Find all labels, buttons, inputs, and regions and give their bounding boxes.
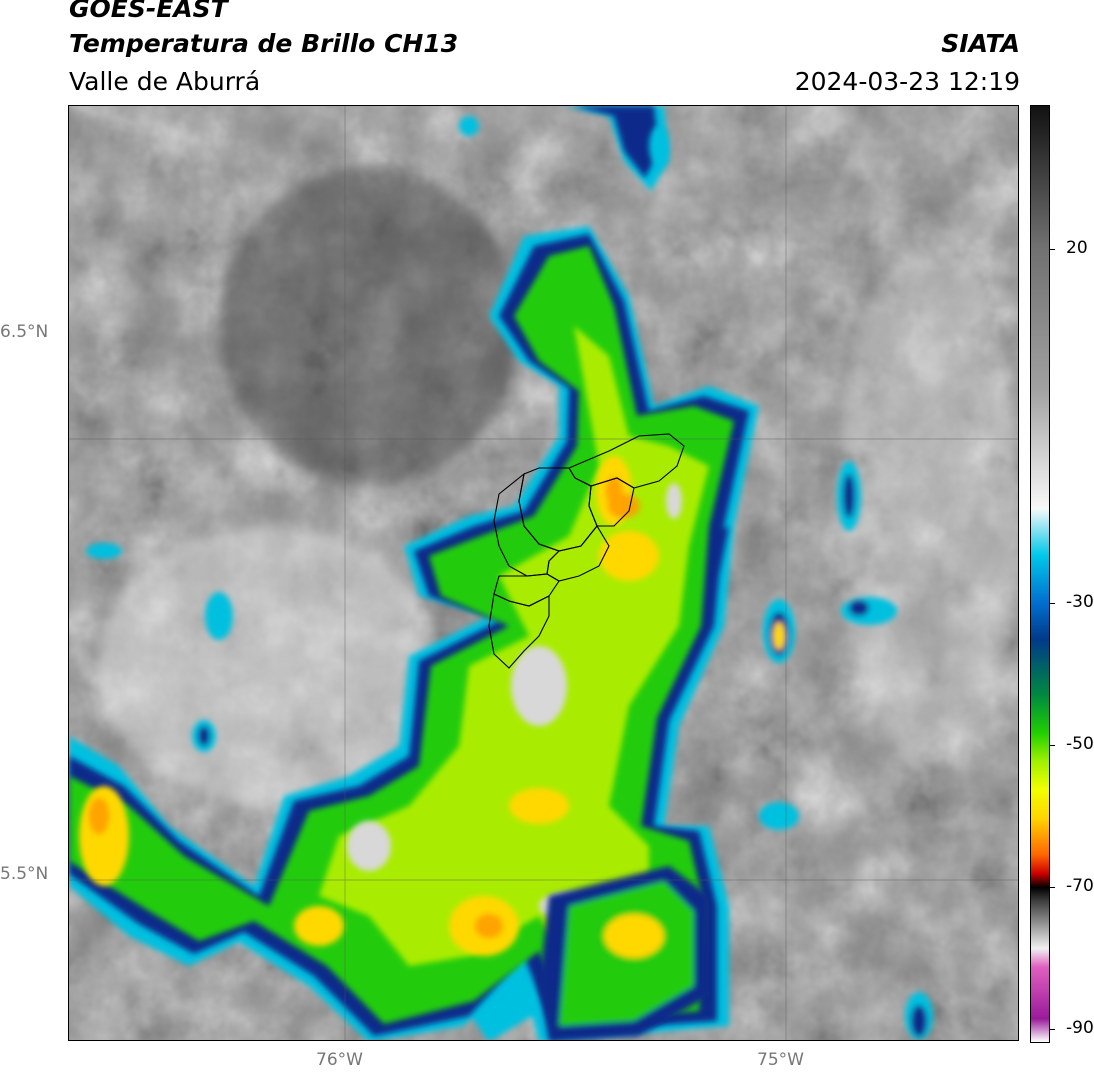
title-product: Temperatura de Brillo CH13 bbox=[69, 29, 459, 58]
colorbar-label-minus70: -70 bbox=[1066, 876, 1094, 896]
datetime-label: 2024-03-23 12:19 bbox=[794, 67, 1020, 96]
boundary-east bbox=[588, 477, 635, 527]
lat-label-6.5: 6.5°N bbox=[0, 322, 49, 342]
lon-label-76: 76°W bbox=[316, 1050, 363, 1070]
colorbar-tick-minus90 bbox=[1049, 1029, 1055, 1030]
isolated-cloud-cells bbox=[86, 116, 933, 1040]
title-region: Valle de Aburrá bbox=[69, 67, 261, 96]
colorbar-tick-minus30 bbox=[1049, 603, 1055, 604]
boundary-middle bbox=[493, 472, 561, 577]
colorbar-label-minus50: -50 bbox=[1066, 734, 1094, 754]
colorbar-tick-20 bbox=[1049, 249, 1055, 250]
colorbar bbox=[1030, 105, 1050, 1043]
colorbar-tick-minus70 bbox=[1049, 887, 1055, 888]
graticule bbox=[69, 106, 1018, 1040]
colorbar-tick-minus50 bbox=[1049, 745, 1055, 746]
municipal-boundaries bbox=[488, 433, 685, 669]
colorbar-label-minus30: -30 bbox=[1066, 592, 1094, 612]
title-satellite: GOES-EAST bbox=[69, 0, 228, 23]
lat-label-5.5: 5.5°N bbox=[0, 864, 49, 884]
satellite-map bbox=[68, 105, 1019, 1041]
lon-label-75: 75°W bbox=[757, 1050, 804, 1070]
colorbar-label-20: 20 bbox=[1066, 238, 1088, 258]
boundary-south-2 bbox=[488, 593, 550, 669]
convective-cloud-band bbox=[69, 106, 759, 1040]
colorbar-label-minus90: -90 bbox=[1066, 1018, 1094, 1038]
organization-label: SIATA bbox=[941, 29, 1020, 58]
